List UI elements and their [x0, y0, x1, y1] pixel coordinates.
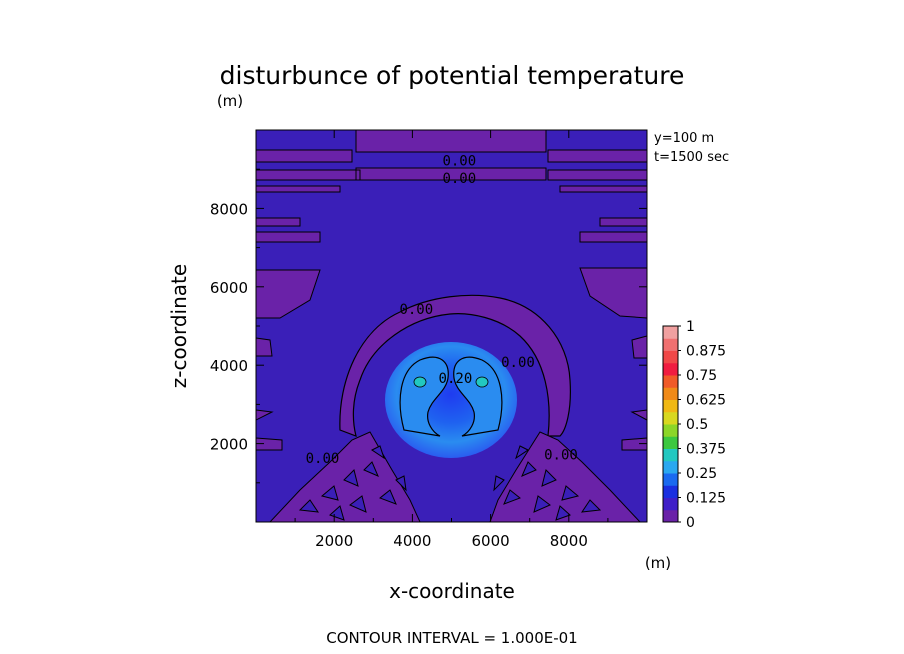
y-axis-label: z-coordinate [167, 264, 191, 388]
contour-interval-note: CONTOUR INTERVAL = 1.000E-01 [326, 629, 577, 647]
x-tick-label: 6000 [472, 532, 510, 550]
colorbar-swatch [663, 362, 678, 376]
colorbar-swatch [663, 509, 678, 523]
y-tick-label: 2000 [210, 436, 248, 454]
colorbar-swatch [663, 460, 678, 474]
contour-label: 0.00 [544, 447, 578, 463]
x-axis-label: x-coordinate [389, 579, 515, 603]
colorbar-swatch [663, 350, 678, 364]
contour-label: 0.00 [442, 171, 476, 187]
colorbar-swatch [663, 424, 678, 437]
mid-bands [256, 217, 647, 243]
colorbar-label: 0.25 [686, 466, 717, 482]
y-axis-ticks: 2000 4000 6000 8000 [210, 168, 647, 484]
bubble-right-lobe [453, 356, 503, 437]
x-axis-ticks: 2000 4000 6000 8000 [294, 130, 609, 550]
right-wedge [489, 431, 641, 522]
y-slice-annotation: y=100 m [654, 131, 714, 146]
colorbar-swatch [663, 338, 678, 351]
colorbar-swatch [663, 411, 678, 425]
colorbar-swatch [663, 485, 678, 498]
x-tick-label: 4000 [393, 532, 431, 550]
colorbar-swatch [663, 448, 678, 462]
bubble-left-lobe [399, 356, 449, 437]
edge-patches [256, 335, 647, 451]
colorbar-labels: 0 0.125 0.25 0.375 0.5 0.625 0.75 0.875 1 [678, 319, 726, 531]
contour-label: 0.00 [501, 355, 535, 371]
x-unit-label: (m) [645, 554, 671, 572]
colorbar-label: 0.625 [686, 393, 726, 409]
y-tick-label: 8000 [210, 200, 248, 218]
colorbar-swatch [663, 436, 678, 449]
contour-label: 0.00 [306, 451, 340, 467]
core-right [475, 376, 489, 388]
y-tick-label: 6000 [210, 279, 248, 297]
colorbar-swatch [663, 497, 678, 511]
colorbar-swatch [663, 399, 678, 413]
left-lobe [256, 269, 321, 319]
x-tick-label: 8000 [550, 532, 588, 550]
colorbar [662, 325, 679, 523]
colorbar-label: 0.125 [686, 491, 726, 507]
contour-label: 0.20 [439, 371, 473, 387]
chart-title: disturbunce of potential temperature [220, 61, 685, 90]
core-left [413, 376, 427, 388]
colorbar-label: 0.5 [686, 417, 708, 433]
y-tick-label: 4000 [210, 357, 248, 375]
time-annotation: t=1500 sec [654, 150, 729, 165]
plot-area [256, 130, 647, 522]
arch-region [339, 294, 571, 437]
contour-labels: 0.00 0.00 0.00 0.00 0.20 0.00 0.00 [306, 153, 578, 467]
contour-label: 0.00 [442, 153, 476, 169]
colorbar-swatch [663, 375, 678, 388]
y-unit-label: (m) [217, 92, 243, 110]
colorbar-label: 1 [686, 319, 695, 335]
colorbar-label: 0.75 [686, 368, 717, 384]
colorbar-label: 0.375 [686, 442, 726, 458]
right-lobe [579, 267, 647, 319]
x-tick-label: 2000 [315, 532, 353, 550]
colorbar-swatch [663, 387, 678, 400]
colorbar-swatch [663, 326, 678, 339]
colorbar-swatch [663, 473, 678, 486]
contour-label: 0.00 [399, 302, 433, 318]
upper-bands [256, 130, 647, 193]
colorbar-label: 0.875 [686, 344, 726, 360]
colorbar-label: 0 [686, 515, 695, 531]
wedge-texture [298, 445, 602, 521]
